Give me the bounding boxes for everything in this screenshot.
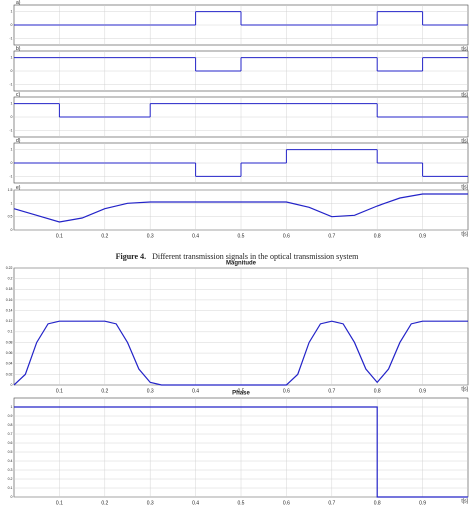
subplot-label: e): [16, 185, 21, 191]
x-tick-label: 0.2: [101, 233, 108, 239]
x-axis-label: t[s]: [461, 184, 468, 190]
y-tick-label: 1: [11, 148, 13, 152]
x-tick-label: 0.7: [328, 233, 335, 239]
subplot-label: b): [16, 46, 21, 52]
y-tick-label: 0: [11, 161, 13, 165]
x-tick-label: 0.5: [238, 500, 245, 506]
y-tick-label: 1: [11, 102, 13, 106]
y-tick-label: 0.2: [8, 477, 13, 481]
x-tick-label: 0.8: [374, 233, 381, 239]
x-tick-label: 0.8: [374, 500, 381, 506]
x-tick-label: 0.9: [419, 500, 426, 506]
y-tick-label: 1.5: [8, 188, 13, 192]
y-tick-label: 0.08: [6, 340, 13, 344]
signal-line: [13, 320, 468, 386]
y-tick-label: 0.4: [8, 459, 13, 463]
x-tick-label: 0.2: [101, 500, 108, 506]
x-tick-label: 0.5: [238, 388, 245, 394]
chart-title: Magnitude: [226, 261, 257, 267]
x-tick-label: 0.2: [101, 388, 108, 394]
subplot-label: c): [16, 92, 21, 98]
x-axis-label: t[s]: [461, 498, 468, 504]
x-tick-label: 0.4: [192, 233, 199, 239]
chart-title: Phase: [232, 391, 250, 397]
y-tick-label: 0.7: [8, 432, 13, 436]
y-tick-label: 0.18: [6, 287, 13, 291]
x-tick-label: 0.6: [283, 500, 290, 506]
y-tick-label: 0.9: [8, 414, 13, 418]
y-tick-label: 0.06: [6, 351, 13, 355]
y-tick-label: 1: [11, 201, 13, 205]
y-tick-label: 0: [11, 69, 13, 73]
y-tick-label: -1: [9, 82, 12, 86]
x-axis-label: t[s]: [461, 46, 468, 52]
x-tick-label: 0.5: [238, 233, 245, 239]
signal-line: [14, 406, 468, 498]
caption-label: Figure 4.: [116, 252, 147, 261]
subplot-label: a): [16, 0, 21, 6]
x-axis-label: t[s]: [461, 231, 468, 237]
y-tick-label: -1: [9, 36, 12, 40]
x-tick-label: 0.6: [283, 388, 290, 394]
x-tick-label: 0.1: [56, 233, 63, 239]
x-tick-label: 0.7: [328, 388, 335, 394]
y-tick-label: 0.6: [8, 441, 13, 445]
x-tick-label: 0.1: [56, 500, 63, 506]
x-tick-label: 0.6: [283, 233, 290, 239]
x-tick-label: 0.9: [419, 233, 426, 239]
y-tick-label: 1: [11, 405, 13, 409]
y-tick-label: 0.1: [8, 330, 13, 334]
x-tick-label: 0.4: [192, 388, 199, 394]
y-tick-label: 0.12: [6, 319, 13, 323]
y-tick-label: 0: [11, 23, 13, 27]
x-tick-label: 0.9: [419, 388, 426, 394]
y-tick-label: 0.1: [8, 486, 13, 490]
y-tick-label: 0.14: [6, 308, 13, 312]
x-axis-label: t[s]: [461, 138, 468, 144]
y-tick-label: 0.8: [8, 423, 13, 427]
y-tick-label: 0.04: [6, 362, 13, 366]
y-tick-label: 0: [11, 383, 13, 387]
y-tick-label: -1: [9, 128, 12, 132]
x-tick-label: 0.8: [374, 388, 381, 394]
subplot-label: d): [16, 138, 21, 144]
y-tick-label: 0.22: [6, 266, 13, 270]
signal-line: [13, 193, 468, 223]
y-tick-label: 0.02: [6, 372, 13, 376]
caption: Figure 4. Different transmission signals …: [116, 252, 360, 261]
x-axis-label: t[s]: [461, 92, 468, 98]
x-tick-label: 0.3: [147, 233, 154, 239]
x-axis-label: t[s]: [461, 386, 468, 392]
x-tick-label: 0.7: [328, 500, 335, 506]
y-tick-label: 1: [11, 10, 13, 14]
y-tick-label: -1: [9, 174, 12, 178]
y-tick-label: 0: [11, 115, 13, 119]
y-tick-label: 0.2: [8, 277, 13, 281]
y-tick-label: 0: [11, 495, 13, 499]
x-tick-label: 0.1: [56, 388, 63, 394]
caption-text: Different transmission signals in the op…: [152, 252, 359, 261]
y-tick-label: 1: [11, 56, 13, 60]
y-tick-label: 0.5: [8, 450, 13, 454]
x-tick-label: 0.3: [147, 388, 154, 394]
y-tick-label: 0.16: [6, 298, 13, 302]
y-tick-label: 0.5: [8, 215, 13, 219]
x-tick-label: 0.3: [147, 500, 154, 506]
x-tick-label: 0.4: [192, 500, 199, 506]
y-tick-label: 0.3: [8, 468, 13, 472]
y-tick-label: 0: [11, 228, 13, 232]
